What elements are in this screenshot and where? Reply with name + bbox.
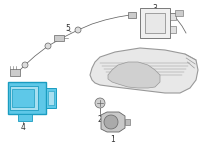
FancyBboxPatch shape	[8, 82, 46, 114]
FancyBboxPatch shape	[145, 13, 165, 33]
FancyBboxPatch shape	[170, 26, 176, 33]
FancyBboxPatch shape	[46, 88, 56, 108]
Text: 3: 3	[153, 4, 157, 12]
Circle shape	[75, 27, 81, 33]
Text: 4: 4	[21, 123, 25, 132]
Polygon shape	[101, 112, 125, 132]
FancyBboxPatch shape	[175, 10, 183, 16]
Circle shape	[45, 43, 51, 49]
FancyBboxPatch shape	[10, 69, 20, 76]
FancyBboxPatch shape	[18, 114, 32, 121]
Polygon shape	[90, 48, 198, 93]
FancyBboxPatch shape	[12, 89, 34, 107]
Circle shape	[95, 98, 105, 108]
FancyBboxPatch shape	[140, 8, 170, 38]
Polygon shape	[108, 62, 160, 88]
Text: 5: 5	[66, 24, 70, 32]
Text: 1: 1	[111, 136, 115, 145]
Circle shape	[22, 62, 28, 68]
FancyBboxPatch shape	[10, 86, 38, 110]
FancyBboxPatch shape	[125, 119, 130, 125]
Text: 2: 2	[98, 115, 102, 123]
FancyBboxPatch shape	[128, 12, 136, 18]
FancyBboxPatch shape	[48, 91, 54, 105]
FancyBboxPatch shape	[170, 13, 176, 20]
FancyBboxPatch shape	[54, 35, 64, 41]
Ellipse shape	[104, 115, 118, 129]
